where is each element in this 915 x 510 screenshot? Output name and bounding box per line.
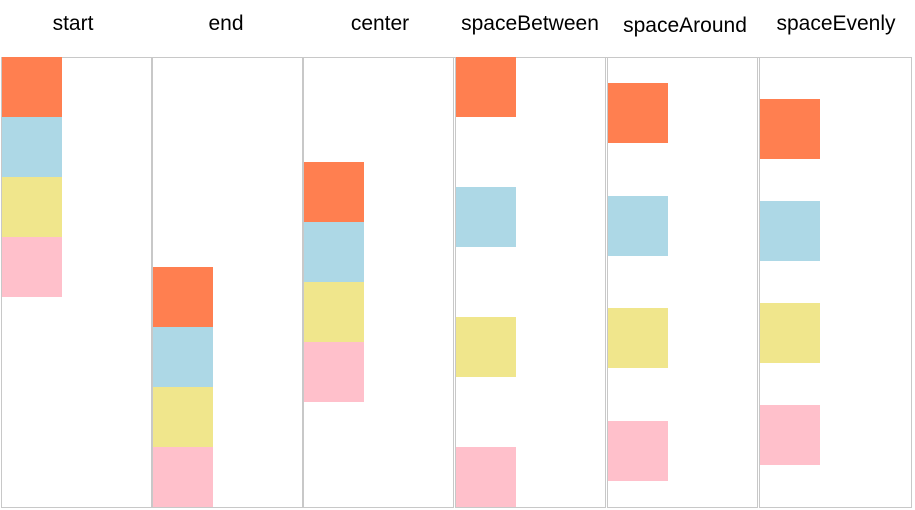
block-lightblue xyxy=(760,201,820,261)
block-khaki xyxy=(304,282,364,342)
block-lightblue xyxy=(2,117,62,177)
column-title-center: center xyxy=(350,12,410,35)
block-lightblue xyxy=(608,195,668,256)
block-coral xyxy=(153,267,213,327)
block-khaki xyxy=(2,177,62,237)
column-start: start xyxy=(1,0,153,510)
block-lightblue xyxy=(456,187,516,247)
block-pink xyxy=(153,447,213,507)
column-title-end: end xyxy=(208,12,244,35)
column-title-space-between: spaceBetween xyxy=(461,12,599,35)
flex-container-space-between xyxy=(455,57,606,508)
block-coral xyxy=(760,99,820,159)
block-coral xyxy=(304,162,364,222)
column-space-evenly: spaceEvenly xyxy=(759,0,912,510)
block-pink xyxy=(608,420,668,481)
column-title-start: start xyxy=(52,12,94,35)
flex-container-center xyxy=(303,57,454,508)
column-space-between: spaceBetween xyxy=(455,0,607,510)
column-title-space-around: spaceAround xyxy=(623,14,747,37)
block-khaki xyxy=(456,317,516,377)
block-pink xyxy=(760,405,820,465)
block-coral xyxy=(456,57,516,117)
flex-container-space-evenly xyxy=(759,57,912,508)
flex-container-space-around xyxy=(607,57,758,508)
block-pink xyxy=(304,342,364,402)
block-khaki xyxy=(760,303,820,363)
block-pink xyxy=(2,237,62,297)
block-coral xyxy=(608,83,668,144)
block-lightblue xyxy=(304,222,364,282)
block-khaki xyxy=(153,387,213,447)
flex-container-end xyxy=(152,57,303,508)
column-end: end xyxy=(152,0,304,510)
block-lightblue xyxy=(153,327,213,387)
column-space-around: spaceAround xyxy=(607,0,759,510)
flex-container-start xyxy=(1,57,152,508)
block-pink xyxy=(456,447,516,507)
block-coral xyxy=(2,57,62,117)
block-khaki xyxy=(608,308,668,369)
column-center: center xyxy=(303,0,455,510)
column-title-space-evenly: spaceEvenly xyxy=(776,12,896,35)
